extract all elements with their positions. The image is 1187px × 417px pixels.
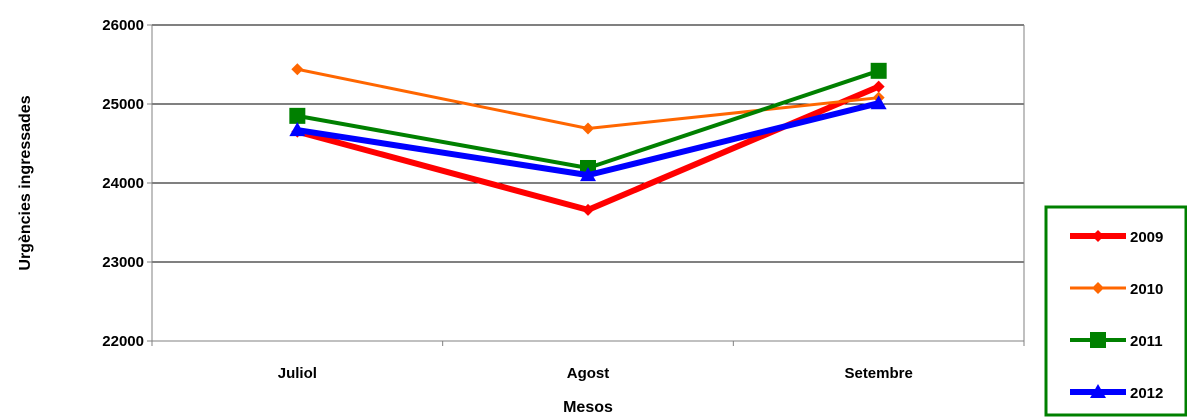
axes bbox=[151, 25, 1025, 342]
y-tick-label: 23000 bbox=[102, 254, 144, 271]
x-tick-label: Setembre bbox=[844, 365, 912, 382]
legend-label-2012: 2012 bbox=[1130, 385, 1163, 402]
data-point bbox=[582, 122, 594, 135]
y-axis-title: Urgències ingressades bbox=[17, 95, 34, 270]
legend-marker-2010 bbox=[1092, 282, 1104, 294]
legend: 2009 2010 2011 2012 bbox=[1044, 205, 1187, 417]
data-point bbox=[580, 167, 596, 182]
x-tick-label: Juliol bbox=[278, 365, 317, 382]
legend-marker-2012 bbox=[1090, 384, 1106, 398]
series-line-2009 bbox=[296, 83, 880, 213]
y-tick-label: 25000 bbox=[102, 96, 144, 113]
legend-marker-2011 bbox=[1090, 332, 1106, 348]
series-2009 bbox=[291, 80, 885, 216]
y-tick-label: 26000 bbox=[102, 17, 144, 34]
x-tick-labels: Juliol Agost Setembre bbox=[278, 365, 913, 382]
data-point bbox=[870, 62, 887, 79]
y-tick-label: 24000 bbox=[102, 175, 144, 192]
data-point bbox=[289, 122, 306, 137]
legend-label-2010: 2010 bbox=[1130, 281, 1163, 298]
legend-box bbox=[1044, 205, 1187, 417]
series-group bbox=[289, 62, 887, 216]
x-axis-title: Mesos bbox=[563, 399, 613, 416]
gridlines bbox=[147, 24, 1025, 346]
series-2012 bbox=[289, 95, 887, 182]
data-point bbox=[582, 203, 594, 216]
legend-marker-2009 bbox=[1092, 230, 1104, 242]
legend-label-2009: 2009 bbox=[1130, 229, 1163, 246]
data-point bbox=[289, 107, 306, 124]
y-tick-label: 22000 bbox=[102, 333, 144, 350]
y-tick-labels: 22000 23000 24000 25000 26000 bbox=[102, 17, 144, 350]
legend-label-2011: 2011 bbox=[1130, 333, 1163, 350]
data-point bbox=[872, 80, 885, 93]
data-point bbox=[291, 63, 304, 76]
x-tick-label: Agost bbox=[567, 365, 610, 382]
data-point bbox=[870, 95, 887, 110]
